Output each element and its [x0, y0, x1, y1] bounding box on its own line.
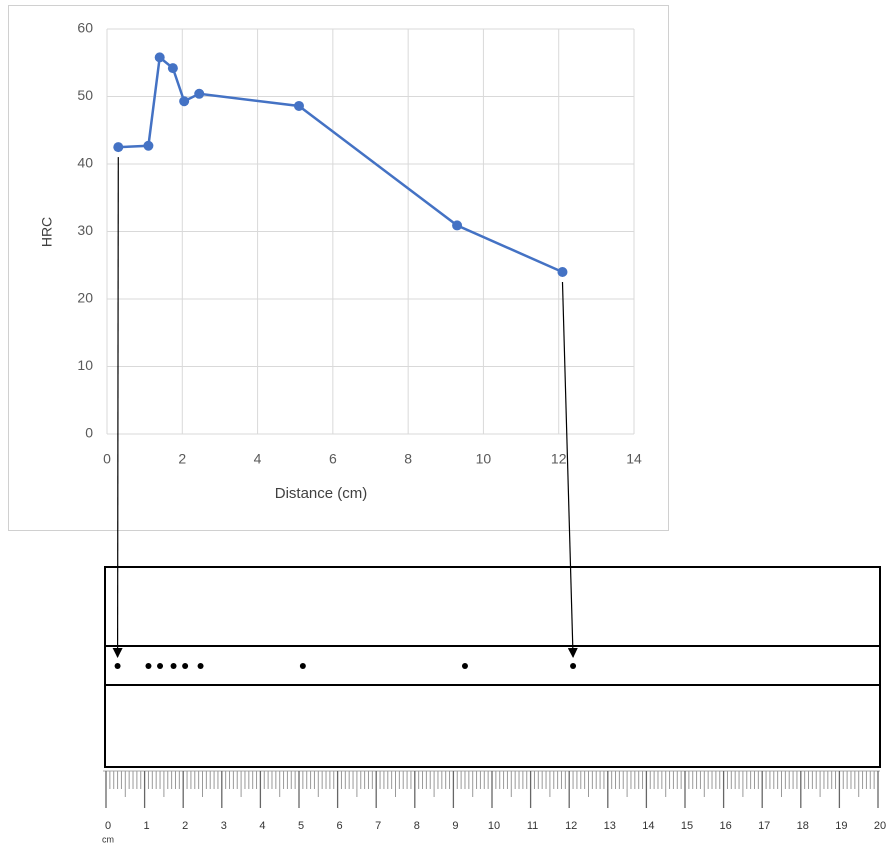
data-point [113, 142, 123, 152]
ruler-label: 10 [488, 820, 500, 832]
data-point [557, 267, 567, 277]
ruler-label: 0 [105, 820, 111, 832]
x-tick-label: 0 [103, 451, 111, 467]
ruler-label: 15 [681, 820, 693, 832]
ruler-label: 11 [527, 820, 538, 832]
ruler-label: 4 [259, 820, 265, 832]
x-tick-label: 12 [551, 451, 567, 467]
x-tick-label: 10 [476, 451, 492, 467]
indent-dot [157, 663, 163, 669]
data-point [294, 101, 304, 111]
x-axis-label: Distance (cm) [275, 485, 368, 502]
y-tick-label: 60 [77, 20, 93, 36]
ruler-label: 12 [565, 820, 577, 832]
data-point [168, 63, 178, 73]
ruler-label: 7 [375, 820, 381, 832]
ruler-label: 14 [642, 820, 654, 832]
y-tick-label: 40 [77, 155, 93, 171]
y-tick-label: 30 [77, 222, 93, 238]
data-point [452, 220, 462, 230]
ruler-label: 20 [874, 820, 886, 832]
ruler-label: 19 [835, 820, 847, 832]
ruler-label: 2 [182, 820, 188, 832]
ruler-label: 18 [797, 820, 809, 832]
ruler-label: 13 [604, 820, 616, 832]
indent-dot [171, 663, 177, 669]
indent-dot [145, 663, 151, 669]
ruler-label: 6 [337, 820, 343, 832]
page: Distance (cm) HRC 0102030405060024681012… [0, 0, 886, 846]
x-tick-label: 2 [178, 451, 186, 467]
indent-dot [182, 663, 188, 669]
ruler-label: 16 [719, 820, 731, 832]
ruler-label: 9 [452, 820, 458, 832]
data-point [179, 96, 189, 106]
data-point [155, 52, 165, 62]
y-tick-label: 10 [77, 357, 93, 373]
data-point [194, 89, 204, 99]
specimen [105, 567, 880, 767]
indent-dot [115, 663, 121, 669]
x-tick-label: 4 [254, 451, 262, 467]
x-tick-label: 6 [329, 451, 337, 467]
ruler-label: 1 [144, 820, 150, 832]
ruler-label: 3 [221, 820, 227, 832]
indent-dot [462, 663, 468, 669]
ruler-label: 5 [298, 820, 304, 832]
indent-dot [300, 663, 306, 669]
indent-dot [198, 663, 204, 669]
y-tick-label: 0 [85, 425, 93, 441]
y-tick-label: 20 [77, 290, 93, 306]
ruler-label: 17 [758, 820, 770, 832]
connector-arrow [118, 157, 119, 657]
x-tick-label: 8 [404, 451, 412, 467]
indent-dot [570, 663, 576, 669]
ruler-unit: cm [102, 834, 114, 844]
data-point [143, 141, 153, 151]
x-tick-label: 14 [626, 451, 642, 467]
ruler-label: 8 [414, 820, 420, 832]
y-tick-label: 50 [77, 87, 93, 103]
y-axis-label: HRC [39, 217, 55, 247]
